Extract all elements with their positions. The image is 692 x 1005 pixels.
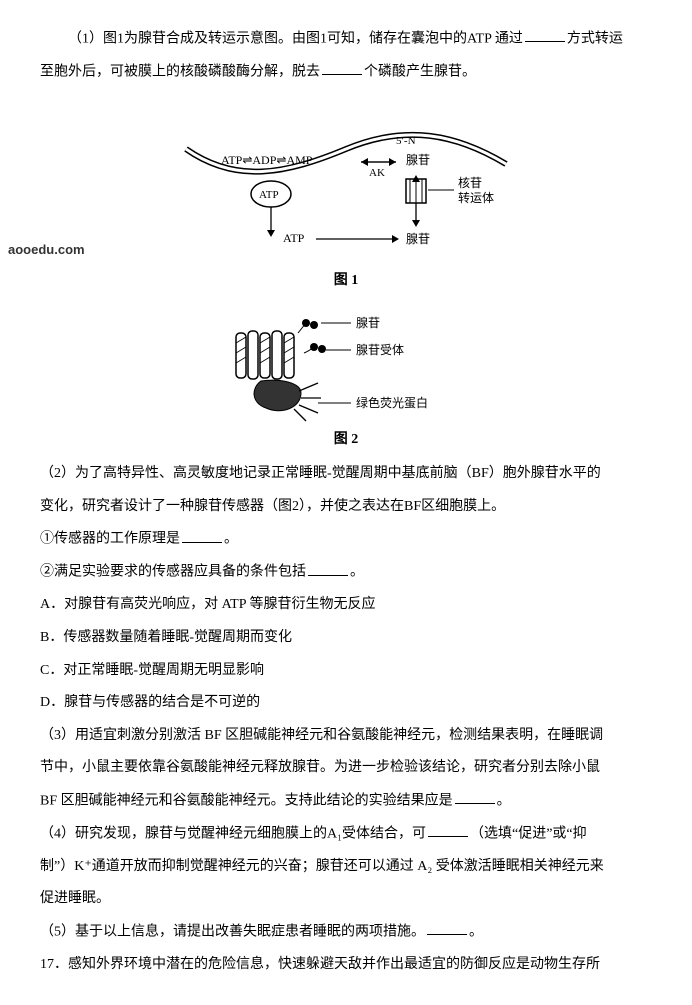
q1-line1: （1）图1为腺苷合成及转运示意图。由图1可知，储存在囊泡中的ATP 通过 方式转运 — [40, 26, 652, 53]
q3-l3-a: BF 区胆碱能神经元和谷氨酸能神经元。支持此结论的实验结果应是 — [40, 793, 453, 808]
q4-l1-a: （4）研究发现，腺苷与觉醒神经元细胞膜上的A₁受体结合，可 — [40, 826, 426, 841]
fig2-gfp-label: 绿色荧光蛋白 — [356, 395, 428, 410]
q2-sub2: ②满足实验要求的传感器应具备的条件包括 。 — [40, 559, 652, 586]
figure-2-caption: 图 2 — [40, 427, 652, 454]
fig1-transporter-l1: 核苷 — [458, 176, 482, 190]
q1-line2: 至胞外后，可被膜上的核酸磷酸酶分解，脱去 个磷酸产生腺苷。 — [40, 59, 652, 86]
figure-1: ATP⇌ADP⇌AMP 5′-N AK 腺苷 ATP ATP 腺苷 核苷 转运体… — [40, 94, 652, 295]
fig1-atp-bubble: ATP — [259, 189, 279, 201]
q1-line1-b: 方式转运 — [567, 31, 623, 46]
fig2-adenosine-label: 腺苷 — [356, 316, 380, 330]
q4-l3: 促进睡眠。 — [40, 886, 652, 913]
q5: （5）基于以上信息，请提出改善失眠症患者睡眠的两项措施。 。 — [40, 919, 652, 946]
q2-opt-C: C．对正常睡眠-觉醒周期无明显影响 — [40, 658, 652, 685]
blank — [455, 788, 495, 804]
q2-sub1-b: 。 — [224, 532, 238, 547]
q5-a: （5）基于以上信息，请提出改善失眠症患者睡眠的两项措施。 — [40, 924, 425, 939]
q2-sub1-a: ①传感器的工作原理是 — [40, 532, 180, 547]
q3-l1: （3）用适宜刺激分别激活 BF 区胆碱能神经元和谷氨酸能神经元，检测结果表明，在… — [40, 723, 652, 750]
fig1-reaction-label: ATP⇌ADP⇌AMP — [221, 153, 313, 167]
q2-opt-D: D．腺苷与传感器的结合是不可逆的 — [40, 690, 652, 717]
blank — [308, 559, 348, 575]
q1-line1-a: （1）图1为腺苷合成及转运示意图。由图1可知，储存在囊泡中的ATP 通过 — [68, 31, 523, 46]
q4-l1: （4）研究发现，腺苷与觉醒神经元细胞膜上的A₁受体结合，可 （选填“促进”或“抑 — [40, 821, 652, 848]
q3-l3-b: 。 — [497, 793, 511, 808]
q2-sub2-b: 。 — [350, 565, 364, 580]
q1-line2-a: 至胞外后，可被膜上的核酸磷酸酶分解，脱去 — [40, 64, 320, 79]
fig1-atp-out: ATP — [283, 231, 305, 245]
fig1-5n-label: 5′-N — [396, 135, 416, 147]
fig2-receptor-label: 腺苷受体 — [356, 343, 404, 357]
fig1-transporter-l2: 转运体 — [458, 190, 494, 205]
q1-line2-b: 个磷酸产生腺苷。 — [364, 64, 476, 79]
blank — [525, 26, 565, 42]
q2-sub1: ①传感器的工作原理是 。 — [40, 526, 652, 553]
watermark: aooedu.com — [8, 238, 85, 263]
q2-sub2-a: ②满足实验要求的传感器应具备的条件包括 — [40, 565, 306, 580]
blank — [322, 59, 362, 75]
q2-opt-B: B．传感器数量随着睡眠-觉醒周期而变化 — [40, 625, 652, 652]
q4-l1-b: （选填“促进”或“抑 — [470, 826, 587, 841]
q2-intro1: （2）为了高特异性、高灵敏度地记录正常睡眠-觉醒周期中基底前脑（BF）胞外腺苷水… — [40, 461, 652, 488]
figure-1-caption: 图 1 — [40, 268, 652, 295]
figure-2: 腺苷 腺苷受体 绿色荧光蛋白 图 2 — [40, 303, 652, 454]
blank — [428, 821, 468, 837]
blank — [427, 919, 467, 935]
q2-intro2: 变化，研究者设计了一种腺苷传感器（图2），并使之表达在BF区细胞膜上。 — [40, 494, 652, 521]
fig1-adenosine-out: 腺苷 — [406, 232, 430, 246]
q5-b: 。 — [469, 924, 483, 939]
q4-l2: 制”）K⁺通道开放而抑制觉醒神经元的兴奋；腺苷还可以通过 A₂ 受体激活睡眠相关… — [40, 854, 652, 881]
q3-l2: 节中，小鼠主要依靠谷氨酸能神经元释放腺苷。为进一步检验该结论，研究者分别去除小鼠 — [40, 755, 652, 782]
fig1-adenosine-top: 腺苷 — [406, 153, 430, 167]
blank — [182, 526, 222, 542]
q2-opt-A: A．对腺苷有高荧光响应，对 ATP 等腺苷衍生物无反应 — [40, 592, 652, 619]
q3-l3: BF 区胆碱能神经元和谷氨酸能神经元。支持此结论的实验结果应是 。 — [40, 788, 652, 815]
fig1-ak-label: AK — [369, 167, 385, 179]
q17: 17．感知外界环境中潜在的危险信息，快速躲避天敌并作出最适宜的防御反应是动物生存… — [40, 952, 652, 979]
